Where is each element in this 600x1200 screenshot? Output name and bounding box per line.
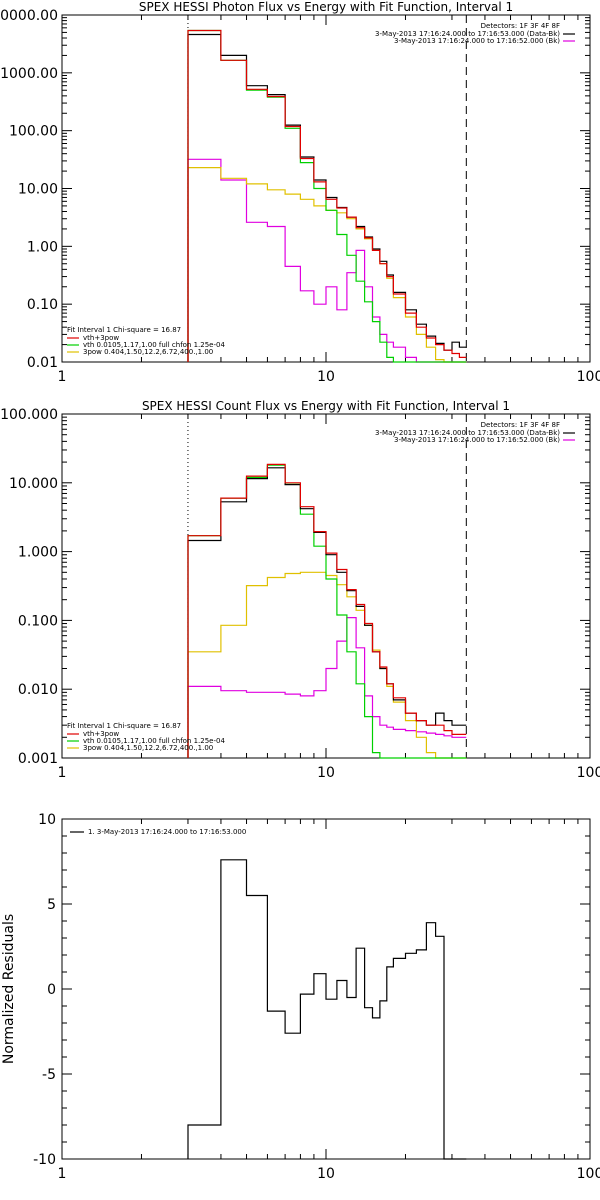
series-bk-line — [187, 158, 467, 363]
x-tick-label: 100 — [577, 369, 600, 385]
fit-legend-label: vth 0.0105,1.17,1.00 full chfon 1.25e-04 — [83, 341, 225, 349]
y-tick-label: 0.10 — [27, 297, 58, 313]
y-tick-label: 5 — [47, 897, 56, 913]
legend-header: Detectors: 1F 3F 4F 8F — [481, 421, 560, 429]
y-tick-label: 0 — [47, 982, 56, 998]
legend-entry-label: 3-May-2013 17:16:24.000 to 17:16:52.000 … — [394, 436, 560, 444]
series-vth-3pow-line — [187, 29, 467, 362]
y-tick-label: 100.00 — [9, 124, 58, 140]
x-tick-label: 1 — [58, 369, 67, 385]
series-residual-line — [187, 859, 467, 1160]
chart-panel-2: SPEX HESSI Count Flux vs Energy with Fit… — [0, 399, 600, 781]
y-tick-label: 1.000 — [18, 545, 58, 561]
chart-panel-1: SPEX HESSI Photon Flux vs Energy with Fi… — [0, 0, 600, 385]
x-tick-label: 100 — [577, 1166, 600, 1182]
y-tick-label: 0.01 — [27, 355, 58, 371]
y-tick-label: -5 — [42, 1067, 56, 1083]
y-tick-label: 100.000 — [0, 407, 58, 423]
fit-legend-label: vth+3pow — [83, 730, 119, 738]
y-tick-label: 1.00 — [27, 239, 58, 255]
x-tick-label: 10 — [317, 765, 335, 781]
legend-entry-label: 3-May-2013 17:16:24.000 to 17:16:53.000 … — [375, 30, 560, 38]
y-tick-label: 10 — [38, 812, 56, 828]
fit-legend-label: vth+3pow — [83, 334, 119, 342]
x-tick-label: 1 — [58, 1166, 67, 1182]
y-tick-label: 0.001 — [18, 751, 58, 767]
series-vth-line — [187, 464, 467, 759]
fit-legend-header: Fit Interval 1 Chi-square = 16.87 — [67, 722, 181, 730]
series-vth-3pow-line — [187, 463, 467, 758]
fit-legend-label: vth 0.0105,1.17,1.00 full chfon 1.25e-04 — [83, 737, 225, 745]
fit-legend-label: 3pow 0.404,1.50,12.2,6.72,400.,1.00 — [83, 348, 213, 356]
series-vth-line — [187, 29, 467, 363]
series-3pow-line — [187, 167, 467, 363]
legend-entry-label: 3-May-2013 17:16:24.000 to 17:16:53.000 … — [375, 429, 560, 437]
series-data-bk-line — [187, 33, 467, 362]
y-tick-label: 0.010 — [18, 682, 58, 698]
chart-panel-3: 1 10 100 -10 -5 0 5 10 Normalized Residuals 1. 3-… — [1, 812, 600, 1182]
x-tick-label: 100 — [577, 765, 600, 781]
chart-title: SPEX HESSI Photon Flux vs Energy with Fi… — [139, 0, 513, 14]
fit-legend-label: 3pow 0.404,1.50,12.2,6.72,400.,1.00 — [83, 744, 213, 752]
legend-header: Detectors: 1F 3F 4F 8F — [481, 22, 560, 30]
x-tick-label: 10 — [317, 369, 335, 385]
x-tick-label: 1 — [58, 765, 67, 781]
chart-title: SPEX HESSI Count Flux vs Energy with Fit… — [142, 399, 510, 413]
legend-entry-label: 3-May-2013 17:16:24.000 to 17:16:52.000 … — [394, 37, 560, 45]
x-tick-label: 10 — [317, 1166, 335, 1182]
y-tick-label: 10.00 — [18, 182, 58, 198]
y-tick-label: 10000.00 — [0, 8, 58, 24]
fit-legend-header: Fit Interval 1 Chi-square = 16.87 — [67, 326, 181, 334]
plot-frame — [61, 413, 591, 759]
series-data-bk-line — [187, 467, 467, 758]
y-tick-label: 0.100 — [18, 613, 58, 629]
y-tick-label: -10 — [33, 1152, 56, 1168]
series-3pow-line — [187, 571, 467, 759]
y-tick-label: 1000.00 — [0, 66, 58, 82]
y-tick-label: 10.000 — [9, 476, 58, 492]
residual-legend-label: 1. 3-May-2013 17:16:24.000 to 17:16:53.0… — [88, 828, 246, 836]
y-axis-label: Normalized Residuals — [1, 914, 17, 1064]
